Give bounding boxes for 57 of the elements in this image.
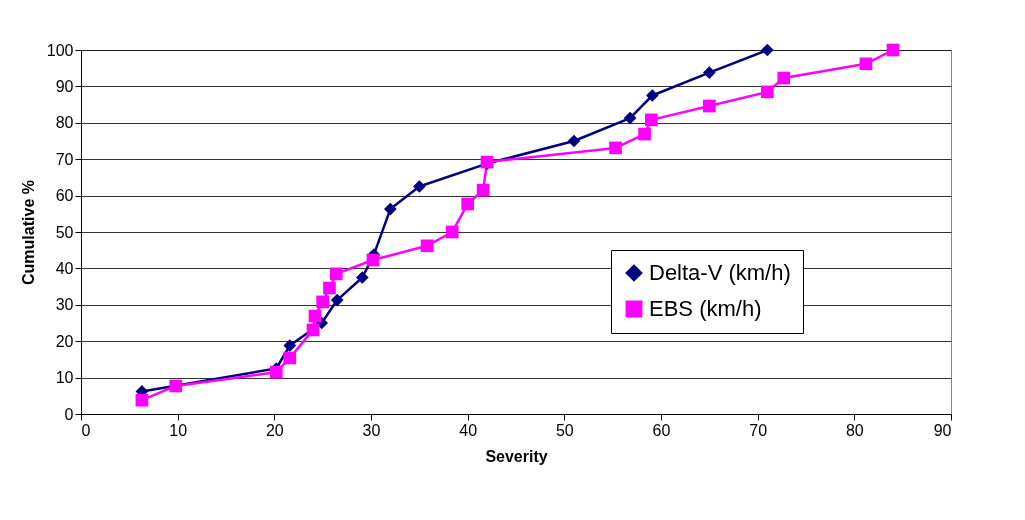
y-tick-label: 40	[55, 259, 74, 277]
y-tick-label: 10	[55, 369, 74, 387]
point	[623, 111, 637, 125]
x-tick-label: 10	[169, 421, 188, 439]
point	[886, 43, 900, 57]
x-tick-label: 90	[933, 421, 952, 439]
point	[761, 43, 774, 57]
legend-label: Delta-V (km/h)	[649, 260, 791, 285]
point	[323, 281, 336, 295]
y-tick-label: 20	[55, 332, 74, 350]
point	[413, 180, 426, 193]
point	[366, 253, 380, 267]
point	[330, 293, 344, 307]
point	[461, 197, 474, 211]
legend-label: EBS (km/h)	[649, 296, 762, 321]
x-tick-label: 70	[749, 421, 768, 439]
point	[169, 379, 183, 393]
point	[476, 183, 490, 197]
point	[638, 127, 651, 141]
point	[445, 225, 459, 239]
y-tick-label: 90	[55, 77, 74, 95]
y-tick-label: 30	[55, 296, 74, 314]
point	[859, 57, 873, 71]
y-tick-label: 70	[55, 150, 74, 168]
point	[269, 365, 283, 379]
point	[329, 267, 343, 281]
x-tick-label: 60	[652, 421, 671, 439]
y-tick-label: 50	[55, 223, 74, 241]
point	[609, 141, 622, 155]
x-tick-label: 30	[362, 421, 381, 439]
point	[355, 271, 369, 284]
y-tick-label: 80	[55, 114, 74, 132]
x-axis-title: Severity	[485, 447, 548, 465]
y-axis-title: Cumulative %	[19, 180, 37, 285]
point	[135, 393, 149, 407]
point	[761, 85, 774, 99]
y-tick-label: 0	[64, 405, 74, 423]
point	[384, 202, 397, 216]
x-tick-label: 50	[555, 421, 574, 439]
point	[703, 99, 716, 113]
point	[567, 134, 581, 148]
point	[420, 239, 434, 253]
y-tick-label: 60	[55, 187, 74, 205]
y-tick-label: 100	[46, 41, 74, 59]
point	[308, 309, 322, 323]
point	[645, 113, 658, 127]
point	[703, 66, 716, 79]
x-tick-label: 0	[81, 421, 91, 439]
x-tick-label: 80	[845, 421, 864, 439]
x-tick-label: 40	[459, 421, 478, 439]
point	[283, 339, 297, 352]
x-tick-label: 20	[265, 421, 284, 439]
point	[777, 71, 791, 85]
point	[645, 89, 659, 102]
point	[306, 323, 320, 337]
point	[283, 351, 297, 365]
point	[316, 295, 329, 309]
